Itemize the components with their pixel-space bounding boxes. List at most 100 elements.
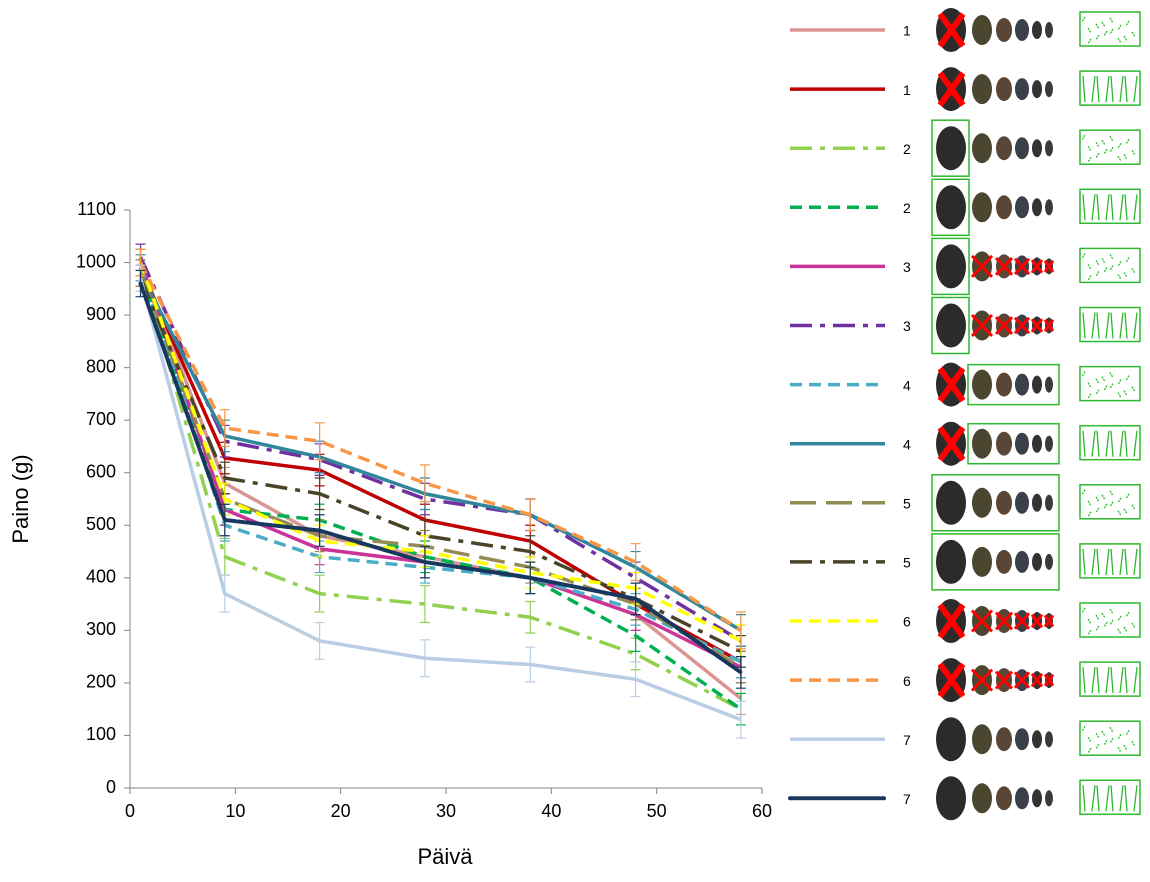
beetle-icon: [936, 539, 966, 584]
legend-entry: 4: [790, 362, 1141, 407]
legend-label: 4: [903, 436, 911, 452]
cross-mark: [970, 609, 994, 633]
x-tick-label: 0: [125, 801, 135, 821]
cross-mark: [1013, 671, 1031, 689]
legend-entry: 4: [790, 421, 1141, 466]
beetle-icon: [996, 372, 1012, 397]
legend-label: 3: [903, 318, 911, 334]
legend-entry: 1: [790, 8, 1141, 52]
grass-box: [1079, 543, 1141, 579]
icon-box: [931, 178, 970, 237]
icon-box: [931, 119, 970, 177]
legend-label: 7: [903, 732, 911, 748]
beetle-icon: [972, 724, 992, 755]
beetle-icon: [972, 133, 992, 164]
cross-mark: [970, 313, 994, 338]
beetle-icon: [972, 428, 992, 459]
beetle-icon: [1045, 553, 1053, 570]
grass-box: [1079, 779, 1141, 816]
legend-entry: 3: [790, 296, 1141, 355]
y-tick-label: 1100: [77, 199, 116, 219]
cross-mark: [970, 668, 994, 692]
grass-box: [1079, 424, 1141, 461]
x-tick-label: 60: [752, 801, 772, 821]
beetle-icon: [1045, 140, 1053, 157]
legend-label: 7: [903, 791, 911, 807]
icon-box: [967, 422, 1060, 465]
legend-entry: 2: [790, 119, 1141, 177]
beetle-icon: [972, 192, 992, 223]
legend-label: 1: [903, 23, 911, 39]
series-line: [138, 272, 742, 711]
legend-entry: 3: [790, 237, 1141, 296]
error-bar: [419, 585, 430, 624]
x-tick-label: 30: [436, 801, 456, 821]
series-line: [138, 267, 742, 664]
cross-mark: [937, 662, 966, 698]
legend-entry: 5: [790, 474, 1141, 532]
x-tick-label: 50: [647, 801, 667, 821]
beetle-icon: [1045, 81, 1053, 98]
series-line: [138, 277, 742, 722]
legend-label: 6: [903, 614, 911, 630]
legend-label: 2: [903, 200, 911, 216]
beetle-icon: [1032, 139, 1042, 158]
series-line: [138, 256, 742, 643]
legend-label: 2: [903, 141, 911, 157]
legend-entry: 6: [790, 658, 1141, 703]
beetle-icon: [936, 244, 966, 289]
y-tick-label: 400: [86, 567, 116, 587]
beetle-icon: [996, 431, 1012, 456]
cross-mark: [994, 611, 1014, 631]
beetle-icon: [996, 136, 1012, 161]
beetle-icon: [1015, 196, 1029, 219]
error-bar: [419, 464, 430, 503]
beetle-icon: [1032, 552, 1042, 571]
cross-mark: [937, 603, 966, 639]
beetle-icon: [972, 15, 992, 45]
icon-box: [931, 474, 1060, 532]
beetle-icon: [1032, 789, 1042, 808]
series-line: [138, 281, 743, 675]
beetle-icon: [972, 74, 992, 105]
grass-icon: [1082, 548, 1138, 575]
icon-box: [967, 363, 1060, 406]
grass-icon: [1082, 312, 1138, 339]
beetle-icon: [1015, 728, 1029, 751]
y-tick-label: 1000: [76, 251, 116, 271]
cross-mark: [1043, 319, 1055, 332]
x-axis-label: Päivä: [417, 844, 473, 869]
legend-entry: 7: [788, 776, 1141, 821]
icon-box: [931, 533, 1060, 591]
beetle-icon: [972, 783, 992, 814]
y-tick-label: 300: [86, 619, 116, 639]
beetle-icon: [1015, 137, 1029, 160]
cross-mark: [1030, 613, 1044, 629]
cross-mark: [1013, 316, 1031, 335]
beetle-icon: [1045, 790, 1053, 807]
cross-mark: [994, 670, 1014, 690]
cross-mark: [994, 316, 1014, 335]
beetle-icon: [1045, 22, 1053, 38]
beetle-icon: [996, 18, 1012, 42]
beetle-icon: [1015, 78, 1029, 101]
cross-mark: [1030, 672, 1044, 688]
beetle-icon: [936, 185, 966, 230]
icon-box: [931, 296, 970, 355]
beetle-icon: [996, 549, 1012, 574]
legend-label: 1: [903, 82, 911, 98]
legend-entry: 1: [790, 67, 1141, 112]
beetle-icon: [936, 717, 966, 762]
x-tick-label: 10: [225, 801, 245, 821]
beetle-icon: [1032, 80, 1042, 99]
grass-icon: [1082, 76, 1138, 103]
cross-mark: [937, 425, 966, 462]
cross-mark: [994, 256, 1014, 276]
beetle-icon: [1032, 434, 1042, 453]
cross-mark: [937, 71, 966, 107]
y-tick-label: 100: [86, 724, 116, 744]
beetle-icon: [1032, 493, 1042, 512]
beetle-icon: [996, 195, 1012, 220]
x-tick-label: 20: [331, 801, 351, 821]
beetle-icon: [936, 126, 966, 171]
